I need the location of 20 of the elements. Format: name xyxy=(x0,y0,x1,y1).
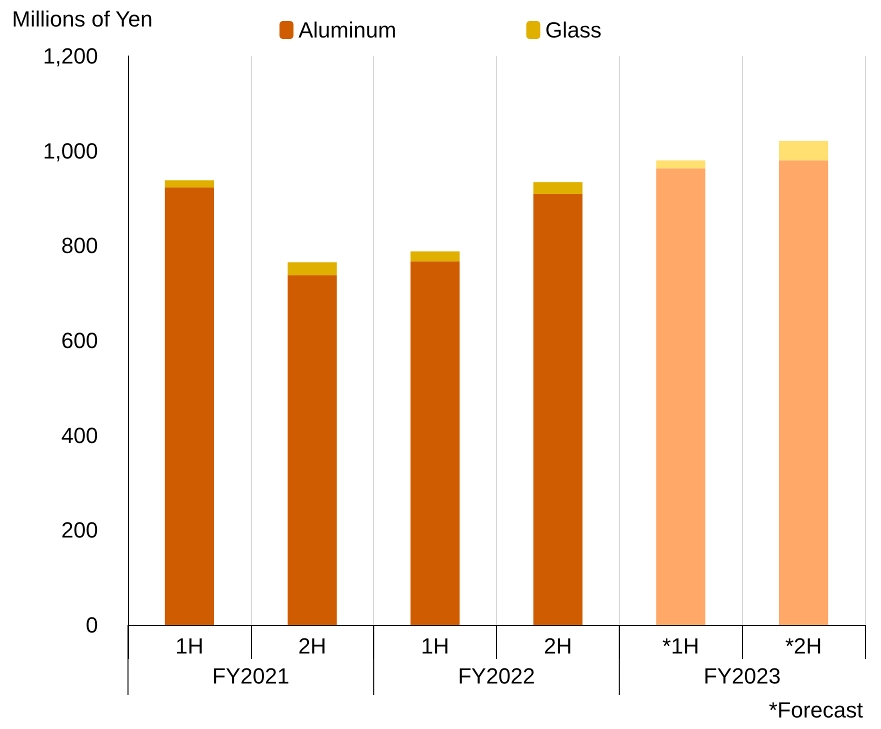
x-tick-label: 2H xyxy=(544,634,572,658)
y-axis-title: Millions of Yen xyxy=(12,6,153,32)
text: FY2022 xyxy=(458,664,536,688)
legend-label: Glass xyxy=(545,18,602,42)
y-tick-label: 1,000 xyxy=(42,138,98,164)
legend-label: Aluminum xyxy=(298,18,396,42)
y-tick-label: 0 xyxy=(86,612,98,638)
text: *Forecast xyxy=(768,698,864,722)
y-tick-label: 800 xyxy=(61,233,98,258)
x-tick-label: *2H xyxy=(785,634,822,658)
y-tick-label: 600 xyxy=(61,328,98,353)
y-tick-label: 1,200 xyxy=(42,44,98,68)
y-tick-label: 400 xyxy=(61,422,98,448)
y-tick-label: 200 xyxy=(61,518,98,543)
x-tick-label: *1H xyxy=(662,634,700,658)
text: FY2021 xyxy=(212,664,290,688)
text: FY2023 xyxy=(704,664,781,688)
x-tick-label: 1H xyxy=(175,634,204,658)
x-tick-label: 1H xyxy=(421,634,450,658)
x-tick-label: 2H xyxy=(298,634,326,658)
